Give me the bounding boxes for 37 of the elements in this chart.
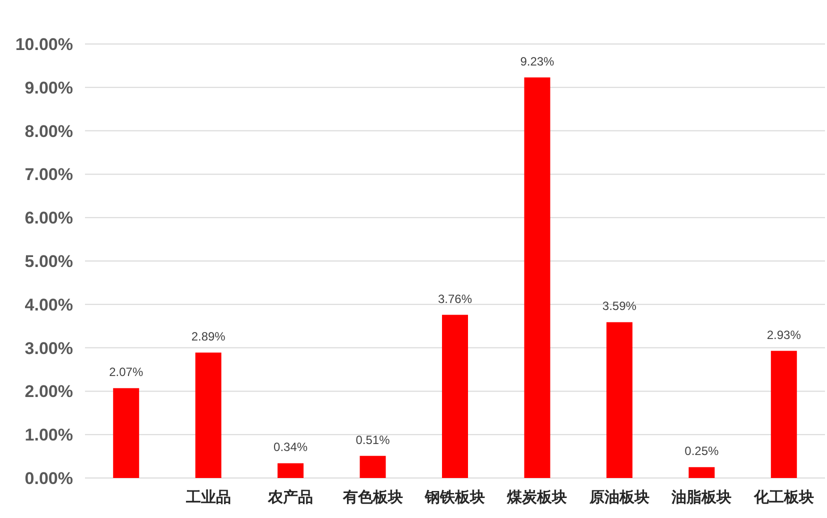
x-tick-label: 工业品 [184, 489, 231, 506]
bar [278, 463, 304, 478]
x-tick-label: 化工板块 [752, 489, 814, 506]
data-label: 3.59% [602, 299, 637, 314]
data-label: 0.51% [356, 432, 390, 447]
bar [770, 350, 797, 478]
x-tick-label: 农产品 [267, 489, 314, 506]
data-label: 0.34% [274, 440, 308, 454]
bar [524, 77, 550, 478]
bar [442, 314, 468, 478]
y-tick-label: 8.00% [24, 122, 73, 141]
y-tick-label: 10.00% [15, 35, 73, 54]
y-tick-label: 0.00% [24, 469, 73, 488]
data-label: 0.25% [684, 444, 720, 458]
y-tick-label: 2.00% [24, 382, 73, 402]
data-label: 2.89% [191, 330, 226, 344]
x-tick-label: 钢铁板块 [424, 489, 485, 506]
data-label: 2.93% [766, 328, 802, 342]
data-label: 9.23% [520, 54, 555, 68]
bar [606, 322, 632, 478]
x-tick-label: 有色板块 [342, 489, 403, 506]
x-tick-label: 油脂板块 [670, 489, 732, 506]
data-label: 3.76% [438, 292, 472, 306]
bar [360, 456, 386, 478]
y-tick-label: 7.00% [24, 165, 73, 184]
y-tick-label: 3.00% [24, 338, 73, 358]
y-tick-label: 5.00% [24, 252, 73, 271]
bar [113, 388, 140, 478]
y-tick-label: 9.00% [24, 78, 73, 98]
y-tick-label: 6.00% [24, 208, 73, 228]
x-tick-label: 原油板块 [588, 489, 650, 506]
bar [688, 467, 715, 478]
y-tick-label: 4.00% [24, 295, 73, 314]
y-tick-label: 1.00% [24, 426, 73, 445]
bar [195, 352, 222, 478]
x-tick-label: 煤炭板块 [506, 489, 568, 506]
data-label: 2.07% [109, 365, 144, 380]
